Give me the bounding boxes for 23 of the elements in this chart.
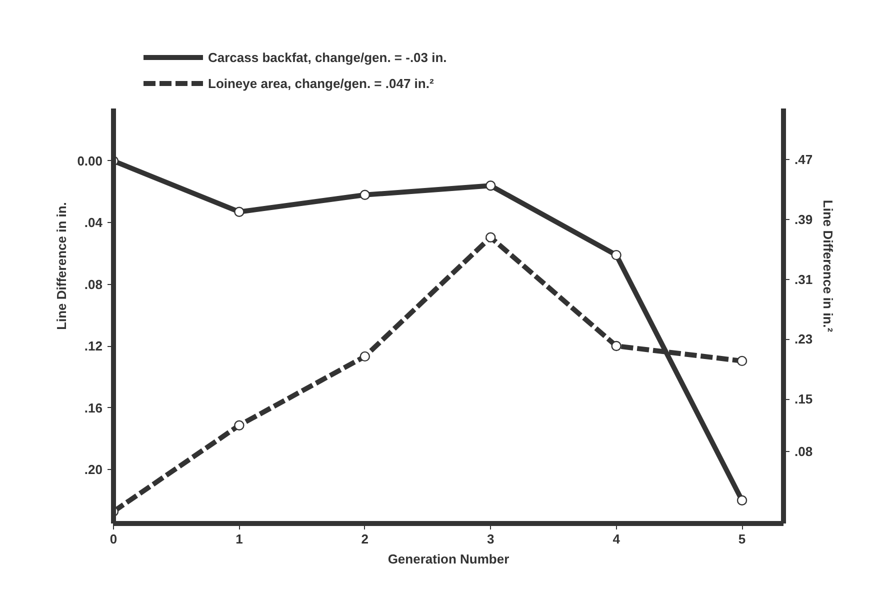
x-tick-label: 5 (738, 532, 746, 546)
y-tick-label: .12 (84, 338, 103, 354)
legend-label: Carcass backfat, change/gen. = -.03 in. (208, 50, 447, 64)
y-tick-label: .16 (84, 400, 103, 416)
x-tick-label: 2 (361, 532, 369, 546)
x-tick-label: 0 (110, 532, 118, 546)
y-tick-label: 0.00 (77, 153, 103, 168)
y-axis-title: Line Difference in in. (54, 202, 70, 330)
y2-tick-label: .39 (794, 212, 813, 227)
y2-tick-label: .31 (794, 272, 813, 287)
y-tick-label: .04 (84, 215, 104, 230)
legend-label: Loineye area, change/gen. = .047 in.² (208, 76, 434, 90)
y2-tick-label: .08 (794, 444, 813, 460)
y-tick-label: .20 (84, 462, 103, 478)
y2-axis-title: Line Difference in in.² (820, 200, 836, 333)
y2-tick-label: .47 (794, 152, 813, 167)
x-axis-title: Generation Number (388, 552, 510, 566)
y2-tick-label: .23 (794, 332, 813, 347)
x-tick-label: 1 (236, 532, 243, 546)
x-tick-label: 3 (486, 532, 494, 546)
y2-tick-label: .15 (794, 392, 813, 407)
y-tick-label: .08 (84, 276, 103, 292)
x-tick-label: 4 (612, 532, 621, 546)
